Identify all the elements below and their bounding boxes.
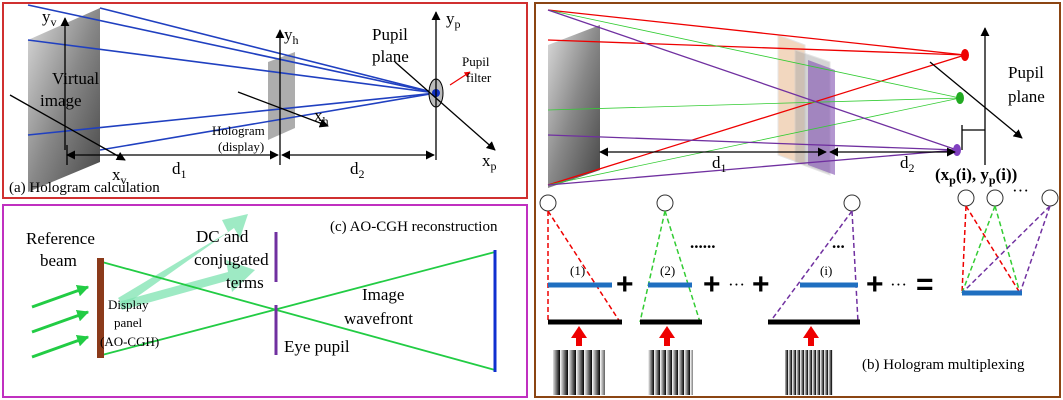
pupil-position: (xp(i), yp(i)) xyxy=(935,165,1017,187)
axis-sub: h xyxy=(293,33,299,47)
grating xyxy=(648,350,693,395)
virtual-image xyxy=(548,25,600,188)
beam-arrow xyxy=(32,337,88,357)
ray xyxy=(548,150,957,185)
axis-sub: p xyxy=(455,17,461,31)
sub: 2 xyxy=(909,161,915,175)
axis-sub: v xyxy=(51,15,57,29)
hologram-index: (1) xyxy=(570,263,585,278)
label: Display xyxy=(108,297,149,312)
label: panel xyxy=(114,315,143,330)
group xyxy=(32,287,88,357)
red-arrow xyxy=(571,326,587,346)
dashed-ray xyxy=(770,211,858,322)
label: (AO-CGH) xyxy=(100,334,159,349)
grating xyxy=(785,350,833,395)
eye xyxy=(657,195,673,211)
label: Eye pupil xyxy=(284,337,350,356)
hologram-plane xyxy=(268,52,295,140)
eye xyxy=(540,195,556,211)
operator: + xyxy=(866,268,884,301)
caption: (b) Hologram multiplexing xyxy=(862,357,1025,373)
label: (display) xyxy=(218,139,264,154)
label: filter xyxy=(466,70,492,85)
axis-label: yh xyxy=(284,25,299,47)
axis-label: xp xyxy=(482,151,497,173)
ray xyxy=(548,135,957,150)
beam-arrow xyxy=(32,287,88,307)
label: Pupil xyxy=(372,25,408,44)
red-arrow xyxy=(659,326,675,346)
ray xyxy=(548,10,965,55)
dashed-ray xyxy=(962,206,1020,293)
distance-label: d2 xyxy=(350,159,365,181)
hologram-plane xyxy=(808,60,835,175)
label: Image xyxy=(362,285,404,304)
part: (i), y xyxy=(956,165,990,184)
sub: 1 xyxy=(721,161,727,175)
pupil-point xyxy=(961,49,969,61)
label: terms xyxy=(226,273,264,292)
axis-sub: p xyxy=(491,159,497,173)
eye xyxy=(987,190,1003,206)
label: plane xyxy=(372,47,409,66)
distance-label: d2 xyxy=(900,153,915,175)
operator: + xyxy=(703,268,721,301)
label: image xyxy=(40,91,82,110)
axis-label: xh xyxy=(314,106,329,128)
hologram-index: (2) xyxy=(660,263,675,278)
axis-label: yp xyxy=(446,9,461,31)
group xyxy=(571,326,819,346)
ray xyxy=(548,98,960,185)
sub: 2 xyxy=(359,167,365,181)
grating xyxy=(553,350,605,395)
label: Pupil xyxy=(1008,63,1044,82)
operator: ··· xyxy=(728,275,745,294)
label: Pupil xyxy=(462,54,490,69)
label: Hologram xyxy=(212,123,265,138)
ray xyxy=(548,10,960,98)
label: beam xyxy=(40,251,77,270)
label: plane xyxy=(1008,87,1045,106)
pupil-point xyxy=(956,92,964,104)
ellipsis: ... xyxy=(832,233,845,252)
axis-sub: h xyxy=(323,114,329,128)
page-body: yv Virtual image xv yh Hologram (display… xyxy=(0,0,1063,400)
eye xyxy=(844,195,860,211)
group xyxy=(540,190,1058,211)
part: (x xyxy=(935,165,950,184)
beam-arrow xyxy=(32,312,88,332)
distance-label: d1 xyxy=(712,153,727,175)
ellipsis: ...... xyxy=(690,233,716,252)
figure: yv Virtual image xv yh Hologram (display… xyxy=(0,0,1063,400)
caption: (a) Hologram calculation xyxy=(9,180,160,196)
pupil-point xyxy=(953,144,961,156)
ray xyxy=(548,10,957,150)
label: conjugated xyxy=(194,250,269,269)
operator: = xyxy=(916,268,934,301)
operator: + xyxy=(616,268,634,301)
sub: 1 xyxy=(181,167,187,181)
eye xyxy=(958,190,974,206)
distance-label: d1 xyxy=(172,159,187,181)
ray xyxy=(548,40,965,55)
dashed-ray xyxy=(962,206,1020,293)
ray xyxy=(548,98,960,110)
group xyxy=(548,206,1050,322)
ellipsis: ··· xyxy=(1012,181,1029,200)
red-arrow xyxy=(803,326,819,346)
page: html, body { margin: 0; padding: 0; widt… xyxy=(0,0,1063,400)
hologram-index: (i) xyxy=(820,263,832,278)
caption: (c) AO-CGH reconstruction xyxy=(330,219,498,235)
label: Virtual xyxy=(52,69,99,88)
label: DC and xyxy=(196,227,249,246)
dashed-ray xyxy=(962,206,1050,293)
label: wavefront xyxy=(344,309,413,328)
label: Reference xyxy=(26,229,95,248)
operator: ··· xyxy=(890,275,907,294)
eye xyxy=(1042,190,1058,206)
operator: + xyxy=(752,268,770,301)
